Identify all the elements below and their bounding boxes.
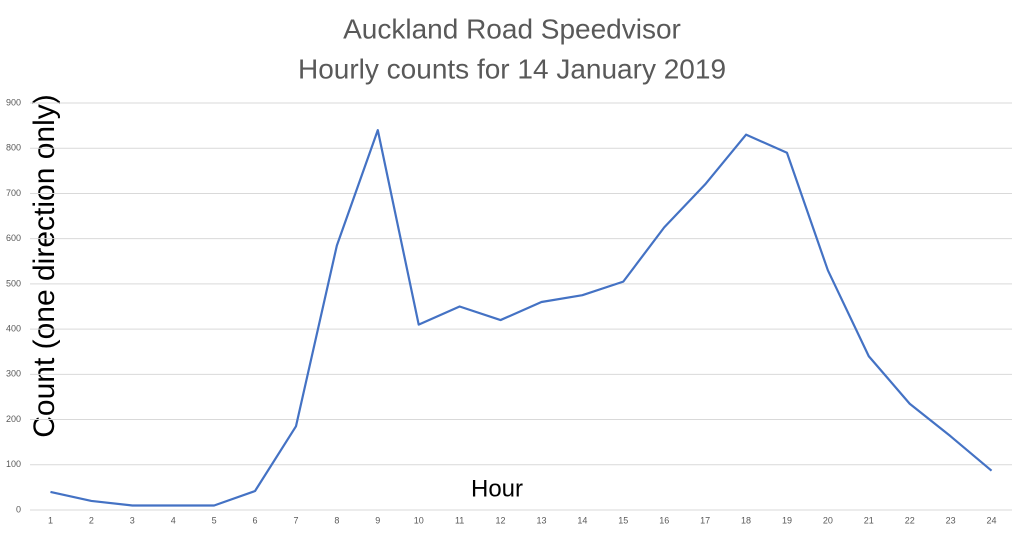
y-axis-label: Count (one direction only) (28, 94, 61, 438)
x-tick-label: 24 (987, 515, 997, 525)
x-tick-label: 4 (171, 515, 176, 525)
x-tick-label: 22 (905, 515, 915, 525)
x-tick-label: 20 (823, 515, 833, 525)
y-tick-label: 500 (6, 278, 21, 288)
y-tick-label: 700 (6, 188, 21, 198)
y-tick-label: 0 (16, 504, 21, 514)
x-tick-label: 21 (864, 515, 874, 525)
x-tick-label: 16 (659, 515, 669, 525)
y-tick-label: 200 (6, 414, 21, 424)
data-line (50, 129, 993, 507)
x-tick-label: 12 (496, 515, 506, 525)
x-tick-label: 15 (618, 515, 628, 525)
x-tick-label: 6 (253, 515, 258, 525)
x-tick-label: 17 (700, 515, 710, 525)
y-tick-label: 800 (6, 143, 21, 153)
y-tick-label: 300 (6, 369, 21, 379)
x-tick-label: 7 (293, 515, 298, 525)
chart-title: Auckland Road Speedvisor (343, 13, 681, 44)
x-tick-label: 3 (130, 515, 135, 525)
x-tick-label: 19 (782, 515, 792, 525)
x-tick-label: 10 (414, 515, 424, 525)
y-tick-label: 100 (6, 459, 21, 469)
chart-subtitle: Hourly counts for 14 January 2019 (298, 53, 726, 84)
x-tick-label: 8 (334, 515, 339, 525)
y-tick-label: 900 (6, 97, 21, 107)
x-tick-label: 18 (741, 515, 751, 525)
x-tick-label: 2 (89, 515, 94, 525)
x-tick-label: 1 (48, 515, 53, 525)
x-tick-label: 11 (455, 515, 464, 525)
x-tick-label: 23 (946, 515, 956, 525)
y-tick-label: 400 (6, 323, 21, 333)
y-tick-label: 600 (6, 233, 21, 243)
x-tick-label: 14 (577, 515, 587, 525)
x-axis-label: Hour (471, 475, 523, 502)
x-tick-label: 9 (375, 515, 380, 525)
x-tick-label: 13 (536, 515, 546, 525)
x-tick-label: 5 (212, 515, 217, 525)
